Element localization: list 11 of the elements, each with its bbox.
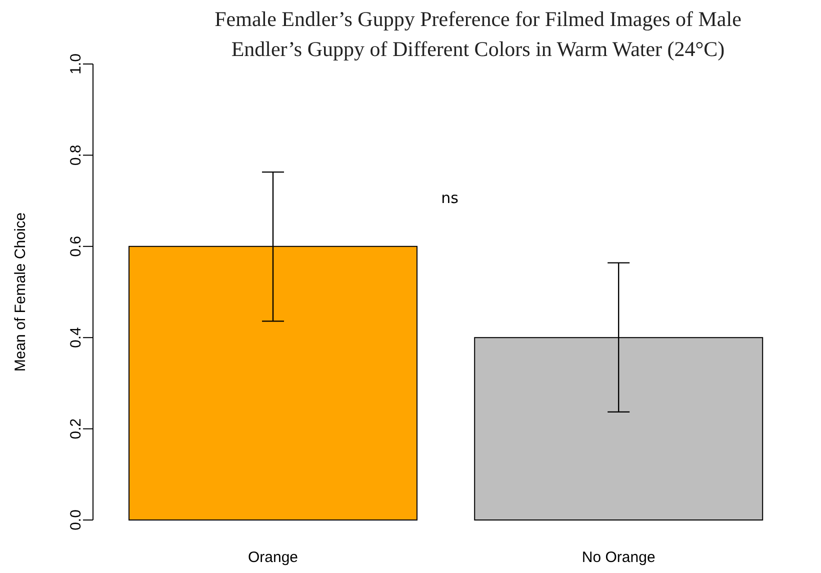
- y-tick-label: 0.0: [67, 510, 84, 530]
- x-tick-label: No Orange: [582, 549, 656, 566]
- y-tick-label: 1.0: [67, 54, 84, 74]
- y-tick-label: 0.8: [67, 144, 84, 166]
- chart-title: Female Endler’s Guppy Preference for Filmed Images of Male Endler’s Guppy of Different Colors in Warm Water (24°C): [214, 7, 742, 61]
- x-tick-label: Orange: [248, 549, 298, 566]
- y-tick-label: 0.6: [67, 236, 84, 257]
- annotation: ns: [441, 189, 459, 207]
- y-axis-title: Mean of Female Choice: [12, 212, 29, 372]
- y-tick-label: 0.4: [67, 327, 84, 348]
- y-tick-label: 0.2: [67, 418, 84, 440]
